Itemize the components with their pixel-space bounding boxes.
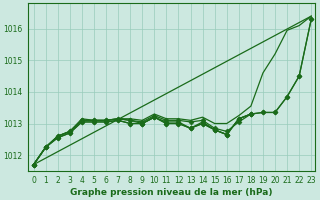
X-axis label: Graphe pression niveau de la mer (hPa): Graphe pression niveau de la mer (hPa) [70, 188, 272, 197]
